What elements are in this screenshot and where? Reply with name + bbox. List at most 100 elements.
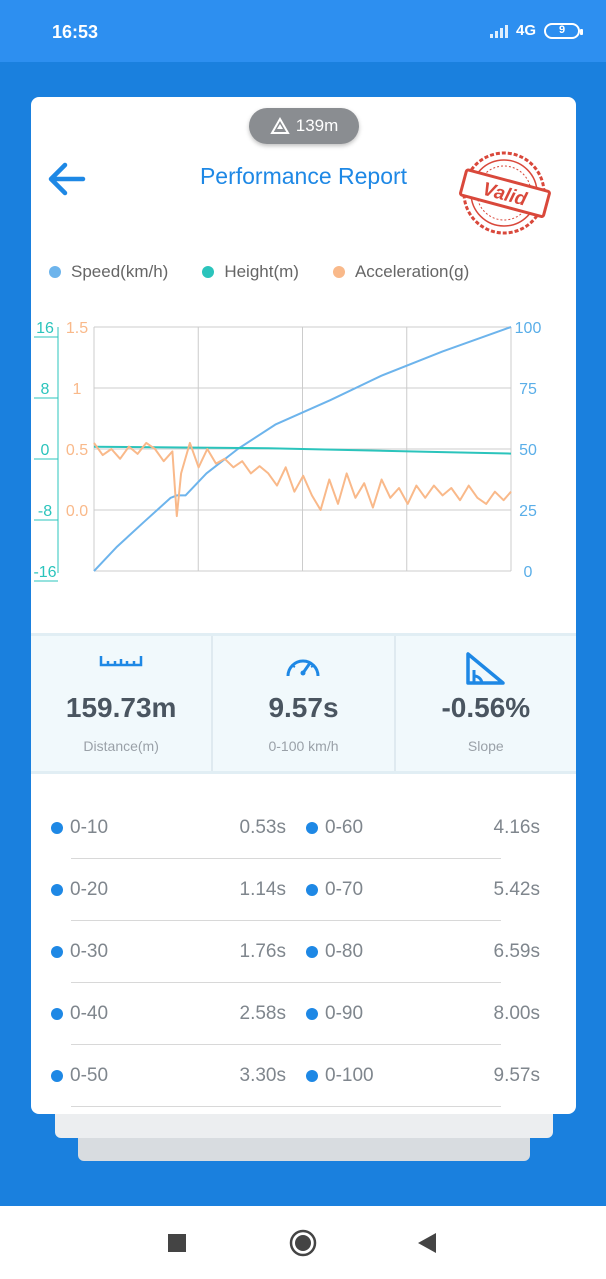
bullet-icon [51,946,63,958]
split-time: 5.42s [493,879,540,900]
bullet-icon [51,884,63,896]
time-to-100-label: 0-100 km/h [268,738,339,754]
arrow-left-icon [48,162,86,196]
home-button[interactable] [289,1229,317,1262]
split-range: 0-50 [70,1065,109,1086]
split-row: 0-50 3.30s 0-100 9.57s [31,1045,576,1107]
split-time: 0.53s [239,817,286,838]
height-tick-label: 0 [41,442,50,459]
split-range: 0-20 [70,879,109,900]
back-button[interactable] [45,159,87,199]
bullet-icon [306,884,318,896]
legend-label: Acceleration(g) [354,262,470,281]
ruler-icon [99,656,143,667]
network-type: 4G [515,22,536,39]
acceleration-tick-label: 0.5 [66,442,88,459]
slope-icon [466,652,505,685]
acceleration-tick-label: 1.5 [66,320,88,337]
row-divider [71,858,501,859]
square-icon [168,1234,186,1252]
split-row: 0-40 2.58s 0-90 8.00s [31,983,576,1045]
legend-acceleration: Acceleration(g) [332,262,470,282]
chart-legend: Speed(km/h) Height(m) Acceleration(g) [49,262,469,282]
split-range: 0-80 [325,941,364,962]
speed-series-line [93,326,512,572]
status-time: 16:53 [52,22,99,42]
page-title: Performance Report [199,163,408,189]
split-time: 8.00s [493,1003,540,1024]
status-bar: 16:53 4G 9 [0,0,606,62]
mountain-icon [270,117,290,134]
signal-icon [489,24,508,38]
height-tick-label: -16 [33,564,56,581]
acceleration-tick-label: 0.0 [66,503,88,520]
performance-chart: 16 8 0 -8 -16 1.5 1 0.5 0.0 100 75 50 25 0 [33,320,542,582]
height-series-line [93,445,512,455]
speed-tick-label: 25 [519,503,537,520]
slope-label: Slope [467,738,504,754]
acceleration-tick-label: 1 [73,381,82,398]
legend-label: Speed(km/h) [71,262,169,281]
bullet-icon [306,1070,318,1082]
split-range: 0-90 [325,1003,364,1024]
speed-tick-label: 75 [519,381,537,398]
height-tick-label: 8 [41,381,50,398]
split-time: 3.30s [239,1065,286,1086]
split-time: 1.14s [239,879,286,900]
elevation-value: 139m [295,116,339,135]
acceleration-series-line [93,441,512,518]
stat-acceleration-time: 9.57s 0-100 km/h [211,636,393,771]
row-divider [71,920,501,921]
elevation-pill: 139m [249,108,359,144]
split-range: 0-30 [70,941,109,962]
split-time: 1.76s [239,941,286,962]
bullet-icon [306,946,318,958]
legend-label: Height(m) [224,262,299,281]
height-tick-label: 16 [36,320,54,337]
triangle-back-icon [418,1233,436,1253]
legend-speed: Speed(km/h) [49,262,168,282]
speedometer-icon [286,659,320,677]
system-back-button[interactable] [416,1232,438,1259]
split-range: 0-100 [325,1065,374,1086]
bullet-icon [51,822,63,834]
time-to-100-value: 9.57s [268,692,339,723]
bullet-icon [306,822,318,834]
height-tick-label: -8 [38,503,52,520]
split-time: 9.57s [493,1065,540,1086]
split-range: 0-40 [70,1003,109,1024]
split-time: 2.58s [239,1003,286,1024]
circle-icon [289,1229,317,1257]
system-nav-bar [0,1206,606,1279]
slope-value: -0.56% [441,692,531,723]
split-row: 0-20 1.14s 0-70 5.42s [31,859,576,921]
split-range: 0-60 [325,817,364,838]
report-card: 139m Performance Report Valid Speed(km/h… [31,97,576,1114]
recent-apps-button[interactable] [167,1233,187,1258]
speed-tick-label: 100 [515,320,542,337]
split-time: 6.59s [493,941,540,962]
bullet-icon [51,1008,63,1020]
valid-stamp: Valid [459,151,551,235]
battery-level: 9 [558,24,566,36]
distance-label: Distance(m) [83,738,159,754]
bullet-icon [51,1070,63,1082]
legend-dot [49,266,61,278]
row-divider [71,1106,501,1107]
speed-tick-label: 0 [524,564,533,581]
row-divider [71,1044,501,1045]
split-row: 0-10 0.53s 0-60 4.16s [31,797,576,859]
stats-panel: 159.73m Distance(m) 9.57s 0-100 km/h -0.… [31,633,576,774]
battery-icon: 9 [544,22,583,39]
speed-tick-label: 50 [519,442,537,459]
stat-distance: 159.73m Distance(m) [31,636,211,771]
legend-dot [202,266,215,278]
split-time: 4.16s [493,817,540,838]
stat-slope: -0.56% Slope [393,636,576,771]
card-stack-shadow [55,1110,553,1138]
legend-height: Height(m) [202,262,299,282]
legend-dot [332,266,345,278]
row-divider [71,982,501,983]
distance-value: 159.73m [65,692,177,723]
bullet-icon [306,1008,318,1020]
